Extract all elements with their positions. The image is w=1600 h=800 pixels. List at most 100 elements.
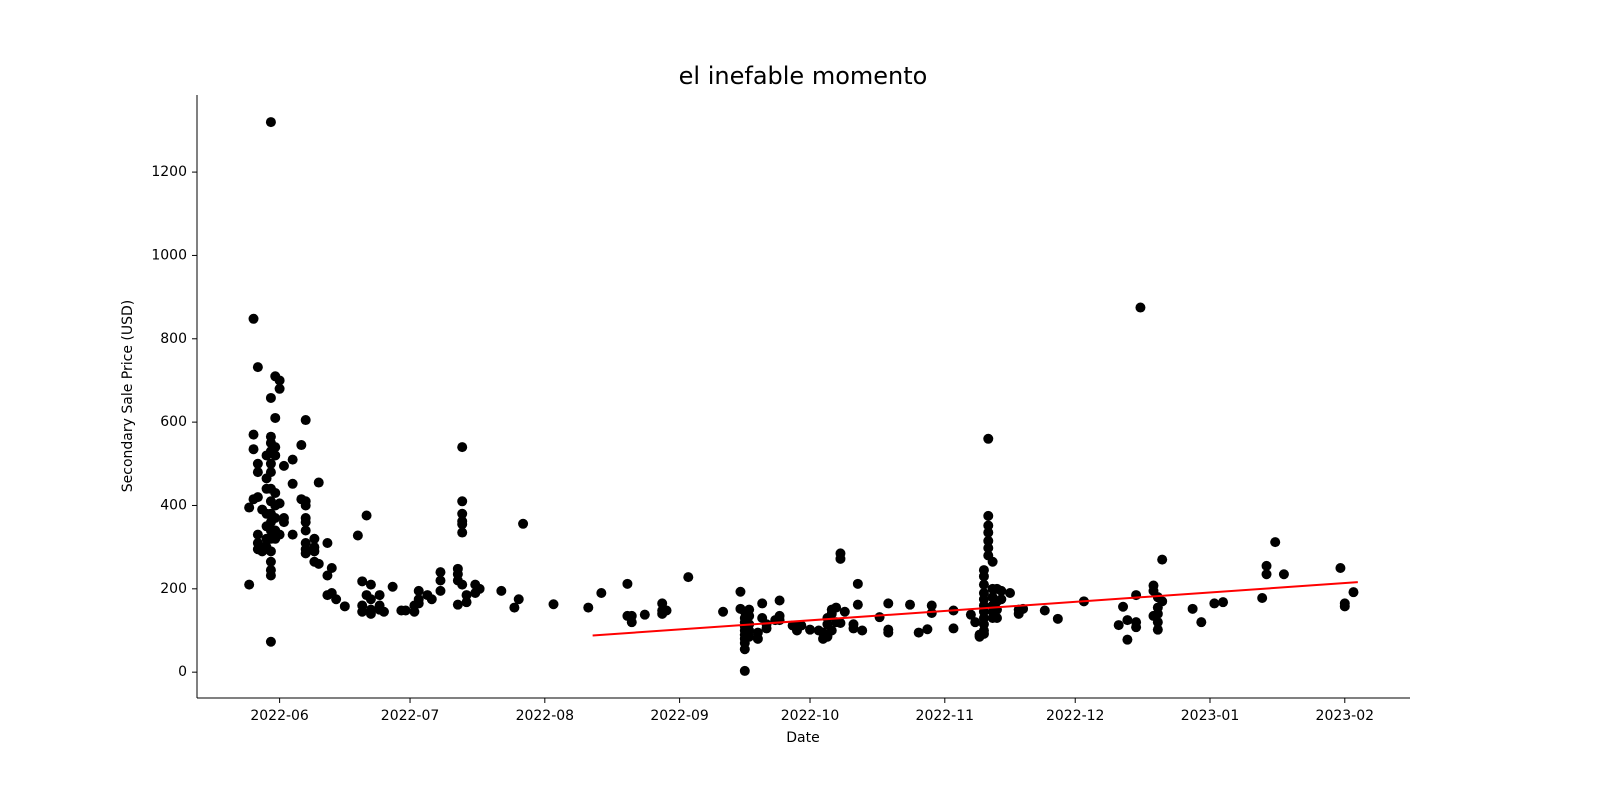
point [883, 627, 894, 638]
y-tick-label: 0 [178, 664, 187, 680]
point [831, 602, 842, 613]
point [1348, 587, 1359, 598]
point [1157, 554, 1168, 565]
x-axis-label: Date [786, 730, 819, 746]
point [852, 578, 863, 589]
y-tick-label: 200 [160, 581, 187, 597]
point [322, 537, 333, 548]
point [518, 518, 529, 529]
point [313, 558, 324, 569]
point [265, 570, 276, 581]
point [435, 585, 446, 596]
point [1052, 613, 1063, 624]
point [461, 597, 472, 608]
point [326, 562, 337, 573]
point [1122, 634, 1133, 645]
point [1335, 562, 1346, 573]
point [683, 572, 694, 583]
point [287, 529, 298, 540]
point [274, 383, 285, 394]
point [1270, 537, 1281, 548]
point [1157, 596, 1168, 607]
point [1209, 598, 1220, 609]
point [826, 625, 837, 636]
point [287, 478, 298, 489]
point [322, 570, 333, 581]
point [983, 535, 994, 546]
point [457, 519, 468, 530]
point [400, 605, 411, 616]
point [435, 575, 446, 586]
point [426, 594, 437, 605]
point [948, 623, 959, 634]
y-tick-label: 800 [160, 331, 187, 347]
point [1131, 622, 1142, 633]
point [639, 609, 650, 620]
point [461, 590, 472, 601]
point [622, 578, 633, 589]
point [265, 636, 276, 647]
point [452, 599, 463, 610]
point [278, 517, 289, 528]
point [300, 548, 311, 559]
point [839, 606, 850, 617]
point [739, 644, 750, 655]
y-tick-label: 1200 [151, 164, 187, 180]
point [596, 587, 607, 598]
point [361, 510, 372, 521]
x-tick-label: 2022-07 [381, 708, 440, 724]
point [265, 117, 276, 128]
point [926, 600, 937, 611]
point [978, 579, 989, 590]
point [1278, 569, 1289, 580]
point [796, 620, 807, 631]
point [835, 617, 846, 628]
point [752, 633, 763, 644]
point [252, 492, 263, 503]
point [513, 594, 524, 605]
point [387, 581, 398, 592]
y-axis-label: Secondary Sale Price (USD) [120, 300, 136, 492]
point [835, 553, 846, 564]
point [1152, 624, 1163, 635]
point [413, 598, 424, 609]
point [474, 583, 485, 594]
point [852, 599, 863, 610]
point [1218, 597, 1229, 608]
y-tick-label: 600 [160, 414, 187, 430]
point [357, 606, 368, 617]
point [965, 609, 976, 620]
x-tick-label: 2022-10 [781, 708, 840, 724]
y-tick-label: 1000 [151, 247, 187, 263]
point [1187, 603, 1198, 614]
point [913, 627, 924, 638]
point [978, 628, 989, 639]
point [905, 599, 916, 610]
point [435, 567, 446, 578]
point [983, 542, 994, 553]
point [274, 375, 285, 386]
point [374, 590, 385, 601]
point [300, 517, 311, 528]
point [1118, 601, 1129, 612]
point [300, 525, 311, 536]
point [339, 601, 350, 612]
point [548, 599, 559, 610]
point [296, 440, 307, 451]
point [265, 392, 276, 403]
point [252, 467, 263, 478]
point [983, 527, 994, 538]
point [352, 530, 363, 541]
point [1039, 605, 1050, 616]
point [848, 623, 859, 634]
point [265, 546, 276, 557]
point [365, 594, 376, 605]
x-tick-label: 2022-09 [650, 708, 709, 724]
x-tick-label: 2023-02 [1316, 708, 1375, 724]
point [270, 450, 281, 461]
point [883, 598, 894, 609]
point [270, 442, 281, 453]
point [309, 546, 320, 557]
